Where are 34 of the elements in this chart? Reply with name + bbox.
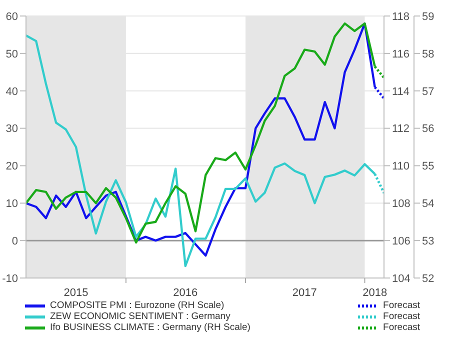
y2-tick-label: 106	[392, 235, 410, 248]
y2-tick-label: 104	[392, 272, 410, 285]
y3-tick-label: 56	[422, 123, 434, 136]
x-tick-label: 2016	[173, 287, 198, 299]
y3-tick-label: 57	[422, 86, 434, 98]
y2-tick-label: 116	[392, 48, 410, 60]
y-tick-label: 40	[6, 86, 18, 98]
x-tick-label: 2018	[362, 287, 388, 299]
y3-tick-label: 59	[422, 10, 434, 23]
legend-label: Forecast	[383, 311, 420, 322]
legend-label: Forecast	[383, 322, 420, 333]
y-tick-label: 20	[6, 160, 18, 173]
y2-tick-label: 118	[392, 10, 410, 23]
x-tick-label: 2017	[292, 287, 317, 299]
y-tick-label: 10	[6, 198, 18, 210]
legend-label: ZEW ECONOMIC SENTIMENT : Germany	[50, 311, 230, 322]
y2-tick-label: 108	[392, 198, 410, 210]
y-tick-label: 0	[12, 235, 18, 248]
y3-tick-label: 54	[422, 198, 434, 210]
y2-tick-label: 112	[392, 123, 410, 136]
y2-tick-label: 114	[392, 86, 410, 98]
y3-tick-label: 58	[422, 48, 434, 60]
y-tick-label: -10	[2, 272, 18, 285]
y3-tick-label: 55	[422, 160, 434, 173]
x-tick-label: 2015	[64, 287, 88, 299]
legend-label: Forecast	[383, 300, 420, 311]
legend-label: COMPOSITE PMI : Eurozone (RH Scale)	[50, 300, 224, 311]
y-tick-label: 60	[6, 10, 18, 23]
legend-label: Ifo BUSINESS CLIMATE : Germany (RH Scale)	[50, 322, 250, 333]
y3-tick-label: 52	[422, 272, 434, 285]
y2-tick-label: 110	[392, 160, 410, 173]
y3-tick-label: 53	[422, 235, 434, 248]
y-tick-label: 50	[6, 48, 18, 60]
y-tick-label: 30	[6, 123, 18, 136]
